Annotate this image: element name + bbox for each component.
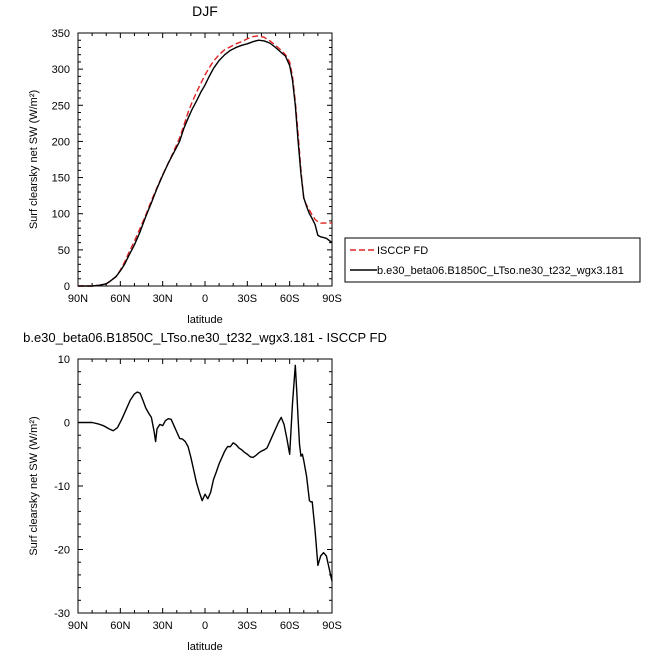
x-axis-label: latitude xyxy=(187,314,222,326)
x-tick-label: 0 xyxy=(202,620,208,632)
y-axis-label: Surf clearsky net SW (W/m²) xyxy=(28,90,40,229)
x-tick-label: 60S xyxy=(280,620,300,632)
x-tick-label: 90N xyxy=(68,293,88,305)
y-tick-label: 350 xyxy=(52,28,70,40)
chart-title: b.e30_beta06.B1850C_LTso.ne30_t232_wgx3.… xyxy=(23,330,387,345)
y-tick-label: 150 xyxy=(52,173,70,185)
plot-frame xyxy=(77,32,333,287)
y-tick-label: 250 xyxy=(52,100,70,112)
legend: ISCCP FD b.e30_beta06.B1850C_LTso.ne30_t2… xyxy=(344,237,641,283)
x-tick-label: 90S xyxy=(322,620,342,632)
y-tick-label: 10 xyxy=(58,354,70,366)
x-tick-label: 60N xyxy=(110,293,130,305)
legend-label: b.e30_beta06.B1850C_LTso.ne30_t232_wgx3.… xyxy=(377,265,624,277)
y-tick-label: 300 xyxy=(52,64,70,76)
plot-frame xyxy=(77,358,333,614)
y-axis-label: Surf clearsky net SW (W/m²) xyxy=(28,416,40,555)
y-tick-label: -20 xyxy=(54,545,70,557)
legend-box xyxy=(344,237,641,283)
y-tick-label: -30 xyxy=(54,608,70,620)
series-line-1 xyxy=(78,39,333,287)
x-tick-label: 60S xyxy=(280,293,300,305)
x-tick-label: 30N xyxy=(153,620,173,632)
y-tick-label: 200 xyxy=(52,136,70,148)
top-panel: DJF 90N 60N 30N 0 30S 60S 90S 0 50 100 150 200 250 300… xyxy=(28,3,641,326)
series-line-0 xyxy=(78,364,333,582)
series-line-0 xyxy=(78,35,332,287)
x-tick-label: 90S xyxy=(322,293,342,305)
x-tick-label: 60N xyxy=(110,620,130,632)
chart-title: DJF xyxy=(192,3,218,19)
x-axis-label: latitude xyxy=(187,641,222,653)
x-tick-label: 90N xyxy=(68,620,88,632)
x-tick-label: 30N xyxy=(153,293,173,305)
legend-label: ISCCP FD xyxy=(377,245,428,257)
y-tick-label: 0 xyxy=(64,418,70,430)
x-tick-label: 30S xyxy=(238,620,258,632)
y-tick-label: 50 xyxy=(58,245,70,257)
x-tick-label: 0 xyxy=(202,293,208,305)
y-tick-label: 0 xyxy=(64,281,70,293)
x-tick-label: 30S xyxy=(238,293,258,305)
y-tick-label: 100 xyxy=(52,209,70,221)
bottom-panel: b.e30_beta06.B1850C_LTso.ne30_t232_wgx3.… xyxy=(23,330,387,653)
y-tick-label: -10 xyxy=(54,481,70,493)
